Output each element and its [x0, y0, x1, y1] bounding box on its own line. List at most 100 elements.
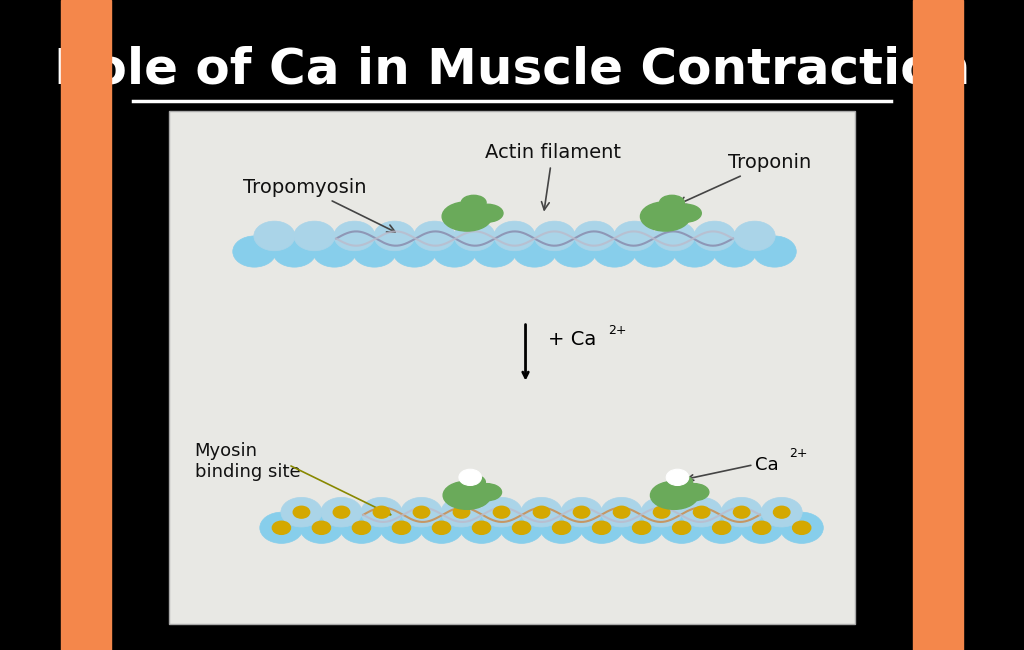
Circle shape: [272, 236, 316, 267]
Text: + Ca: + Ca: [548, 330, 596, 349]
Circle shape: [441, 497, 482, 527]
Text: Myosin
binding site: Myosin binding site: [195, 442, 300, 481]
Circle shape: [561, 497, 602, 527]
Text: Tropomyosin: Tropomyosin: [243, 178, 395, 232]
Circle shape: [673, 236, 716, 267]
Circle shape: [352, 521, 371, 534]
Circle shape: [614, 221, 655, 251]
Ellipse shape: [442, 202, 492, 231]
Circle shape: [374, 221, 415, 251]
Ellipse shape: [443, 481, 490, 510]
Circle shape: [460, 512, 503, 543]
Circle shape: [693, 506, 710, 518]
Circle shape: [512, 521, 530, 534]
FancyBboxPatch shape: [170, 111, 854, 624]
Circle shape: [713, 236, 757, 267]
Bar: [61, 0, 111, 650]
Circle shape: [667, 469, 689, 486]
Circle shape: [773, 506, 790, 518]
Circle shape: [713, 521, 731, 534]
Circle shape: [734, 221, 775, 251]
Ellipse shape: [462, 475, 485, 489]
Ellipse shape: [471, 204, 503, 222]
Circle shape: [761, 497, 802, 527]
Circle shape: [500, 512, 543, 543]
Circle shape: [401, 497, 442, 527]
Circle shape: [681, 497, 722, 527]
Circle shape: [740, 512, 783, 543]
Circle shape: [481, 497, 522, 527]
Circle shape: [793, 521, 811, 534]
Circle shape: [293, 506, 309, 518]
Circle shape: [414, 221, 455, 251]
Circle shape: [540, 512, 584, 543]
Circle shape: [580, 512, 624, 543]
Circle shape: [633, 236, 676, 267]
Circle shape: [459, 469, 481, 486]
Circle shape: [753, 236, 797, 267]
Circle shape: [380, 512, 423, 543]
Circle shape: [392, 521, 411, 534]
Circle shape: [353, 236, 396, 267]
Ellipse shape: [679, 484, 709, 501]
Circle shape: [454, 506, 470, 518]
Circle shape: [780, 512, 823, 543]
Circle shape: [312, 236, 356, 267]
Ellipse shape: [669, 475, 692, 489]
Ellipse shape: [670, 204, 701, 222]
Circle shape: [333, 506, 349, 518]
Bar: [913, 0, 963, 650]
Circle shape: [753, 521, 771, 534]
Circle shape: [260, 512, 303, 543]
Circle shape: [601, 497, 642, 527]
Text: Role of Ca in Muscle Contraction: Role of Ca in Muscle Contraction: [54, 46, 970, 94]
Circle shape: [454, 221, 495, 251]
Circle shape: [553, 236, 596, 267]
Circle shape: [272, 521, 291, 534]
Text: 2+: 2+: [790, 447, 808, 460]
Circle shape: [360, 497, 402, 527]
Circle shape: [414, 506, 430, 518]
Circle shape: [433, 236, 476, 267]
Circle shape: [593, 236, 636, 267]
Circle shape: [472, 521, 490, 534]
Circle shape: [294, 221, 335, 251]
Circle shape: [494, 506, 510, 518]
Ellipse shape: [461, 195, 486, 210]
Circle shape: [613, 506, 630, 518]
Circle shape: [534, 221, 575, 251]
Circle shape: [694, 221, 735, 251]
Circle shape: [513, 236, 556, 267]
Circle shape: [620, 512, 664, 543]
Circle shape: [654, 221, 695, 251]
Text: Troponin: Troponin: [679, 153, 812, 205]
Circle shape: [420, 512, 463, 543]
Circle shape: [281, 497, 322, 527]
Circle shape: [573, 506, 590, 518]
Ellipse shape: [471, 484, 502, 501]
Circle shape: [593, 521, 610, 534]
Circle shape: [494, 221, 536, 251]
Circle shape: [300, 512, 343, 543]
Circle shape: [340, 512, 383, 543]
Circle shape: [374, 506, 390, 518]
Circle shape: [633, 521, 650, 534]
Circle shape: [334, 221, 375, 251]
Circle shape: [673, 521, 691, 534]
Text: 2+: 2+: [608, 324, 627, 337]
Circle shape: [553, 521, 570, 534]
Text: Actin filament: Actin filament: [484, 144, 621, 210]
Circle shape: [321, 497, 362, 527]
Text: Ca: Ca: [756, 456, 779, 474]
Circle shape: [641, 497, 682, 527]
Circle shape: [473, 236, 516, 267]
Circle shape: [232, 236, 276, 267]
Circle shape: [733, 506, 750, 518]
Circle shape: [660, 512, 703, 543]
Circle shape: [254, 221, 295, 251]
Circle shape: [700, 512, 743, 543]
Circle shape: [574, 221, 615, 251]
Circle shape: [534, 506, 550, 518]
Ellipse shape: [650, 481, 698, 510]
Ellipse shape: [640, 202, 690, 231]
